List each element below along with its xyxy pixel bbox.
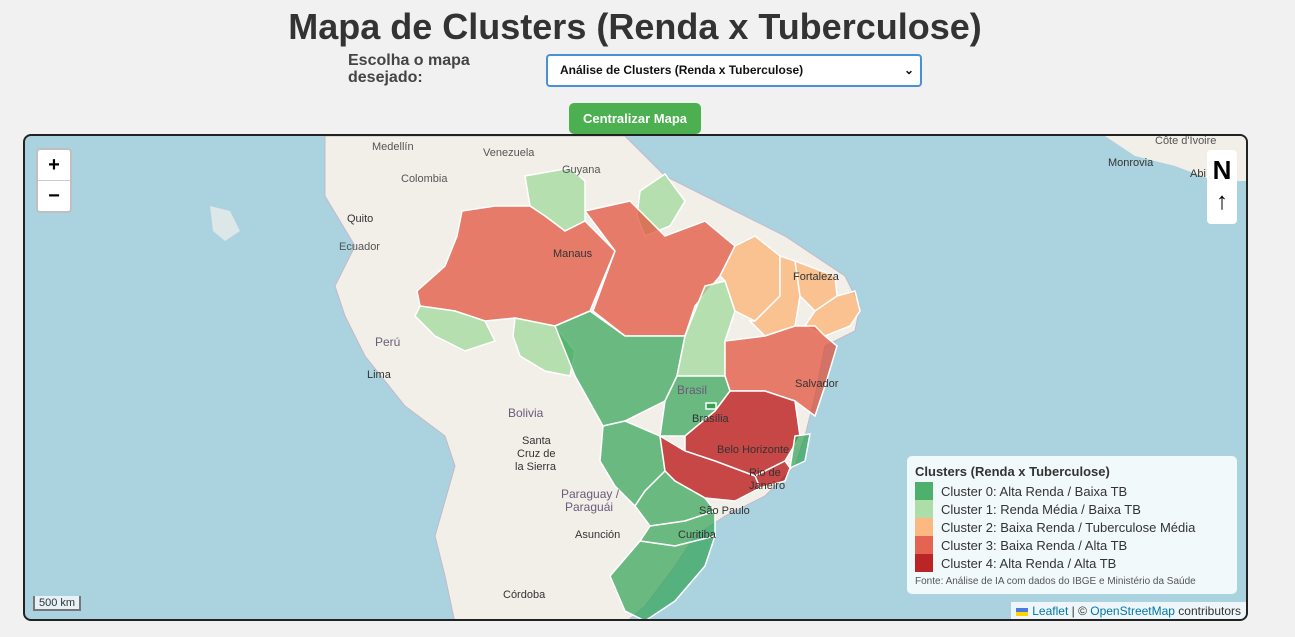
place-fortaleza: Fortaleza (793, 271, 840, 283)
page-title: Mapa de Clusters (Renda x Tuberculose) (288, 6, 982, 47)
legend-label-4: Cluster 4: Alta Renda / Alta TB (941, 555, 1117, 571)
map-container[interactable]: Medellín Colombia Venezuela Guyana Quito… (23, 134, 1248, 621)
place-medellin: Medellín (372, 141, 414, 153)
state-acre (414, 305, 497, 352)
legend-swatch-4 (915, 554, 933, 572)
attribution-contrib: contributors (1174, 604, 1241, 618)
zoom-in-button[interactable]: + (48, 154, 60, 176)
place-peru: Perú (375, 335, 400, 349)
place-sao-paulo: São Paulo (699, 505, 750, 517)
basemap: Medellín Colombia Venezuela Guyana Quito… (210, 136, 1246, 619)
place-guyana: Guyana (562, 164, 601, 176)
north-letter: N (1212, 155, 1232, 185)
federal-district (705, 402, 717, 410)
place-brasil: Brasil (677, 383, 707, 397)
legend-title: Clusters (Renda x Tuberculose) (915, 464, 1110, 479)
legend-item: Cluster 1: Renda Média / Baixa TB (915, 500, 1229, 518)
place-paraguay-2: Paraguái (565, 500, 613, 514)
zoom-out-button[interactable]: − (38, 180, 70, 211)
legend-label-1: Cluster 1: Renda Média / Baixa TB (941, 501, 1141, 517)
place-manaus: Manaus (553, 248, 593, 260)
place-cordoba: Córdoba (503, 589, 546, 601)
legend-swatch-2 (915, 518, 933, 536)
center-map-button[interactable]: Centralizar Mapa (569, 103, 701, 134)
place-bolivia: Bolivia (508, 406, 544, 420)
map-select-value: Análise de Clusters (Renda x Tuberculose… (560, 63, 804, 77)
state-rio-grande-do-sul (609, 534, 717, 619)
zoom-control: + − (36, 148, 72, 213)
place-ecuador: Ecuador (339, 241, 380, 253)
place-rio-1: Rio de (749, 467, 781, 479)
legend-swatch-1 (915, 500, 933, 518)
north-arrow-icon: ↑ (1216, 188, 1228, 215)
place-monrovia: Monrovia (1108, 157, 1154, 169)
place-curitiba: Curitiba (678, 529, 717, 541)
place-santa-cruz-3: la Sierra (515, 461, 557, 473)
galapagos-islands (210, 206, 240, 241)
place-santa-cruz-2: Cruz de (517, 448, 556, 460)
map-select-dropdown[interactable]: Análise de Clusters (Renda x Tuberculose… (546, 54, 922, 87)
attribution: Leaflet | © OpenStreetMap contributors (1011, 602, 1246, 619)
legend-label-3: Cluster 3: Baixa Renda / Alta TB (941, 537, 1128, 553)
legend-swatch-3 (915, 536, 933, 554)
place-santa-cruz-1: Santa (522, 435, 552, 447)
legend-item: Cluster 0: Alta Renda / Baixa TB (915, 482, 1229, 500)
place-asuncion: Asunción (575, 529, 620, 541)
map-select-label: Escolha o mapa desejado: (348, 52, 470, 86)
legend-item: Cluster 2: Baixa Renda / Tuberculose Méd… (915, 518, 1229, 536)
place-venezuela: Venezuela (483, 147, 535, 159)
legend-source: Fonte: Análise de IA com dados do IBGE e… (915, 576, 1196, 587)
state-espirito-santo (789, 433, 811, 470)
place-quito: Quito (347, 213, 373, 225)
chevron-down-icon: ⌄ (903, 63, 914, 77)
place-rio-2: Janeiro (749, 480, 785, 492)
legend: Clusters (Renda x Tuberculose) Cluster 0… (907, 456, 1237, 594)
ukraine-flag-icon (1016, 607, 1029, 616)
attribution-sep: | © (1068, 604, 1091, 618)
legend-label-2: Cluster 2: Baixa Renda / Tuberculose Méd… (941, 519, 1196, 535)
legend-item: Cluster 4: Alta Renda / Alta TB (915, 554, 1229, 572)
place-lima: Lima (367, 369, 392, 381)
place-cote-divoire: Côte d'Ivoire (1155, 136, 1216, 147)
osm-link[interactable]: OpenStreetMap (1090, 604, 1175, 618)
place-paraguay-1: Paraguay / (561, 487, 620, 501)
place-belo-horizonte: Belo Horizonte (717, 444, 789, 456)
place-salvador: Salvador (795, 378, 839, 390)
place-abidjan: Abi (1190, 168, 1206, 180)
place-colombia: Colombia (401, 173, 448, 185)
place-brasilia: Brasília (692, 413, 730, 425)
scale-bar: 500 km (33, 596, 81, 611)
legend-swatch-0 (915, 482, 933, 500)
legend-item: Cluster 3: Baixa Renda / Alta TB (915, 536, 1229, 554)
legend-label-0: Cluster 0: Alta Renda / Baixa TB (941, 483, 1128, 499)
leaflet-link[interactable]: Leaflet (1032, 604, 1069, 618)
north-arrow: N ↑ (1207, 150, 1237, 224)
